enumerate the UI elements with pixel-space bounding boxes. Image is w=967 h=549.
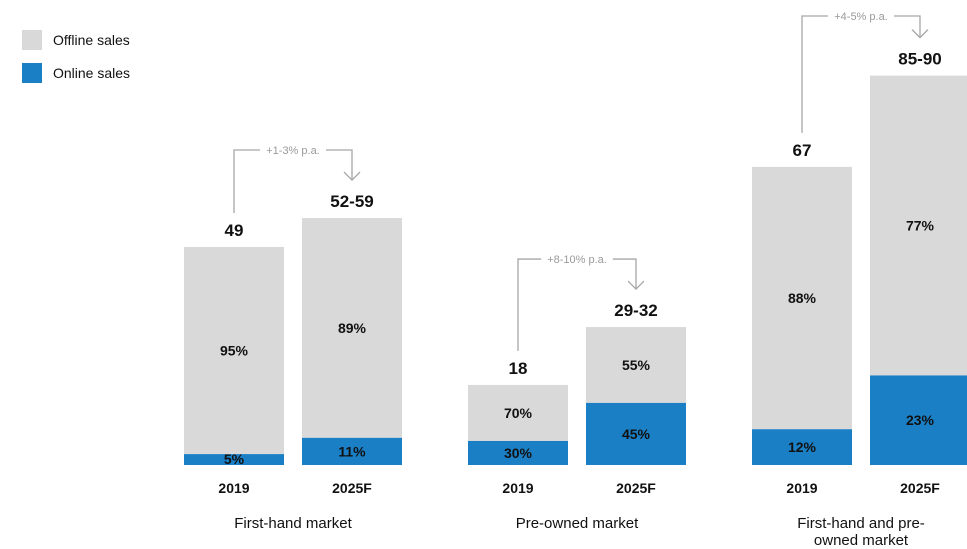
data-label-online: 23% — [906, 412, 935, 428]
x-tick-label: 2025F — [616, 480, 656, 496]
data-label-offline: 95% — [220, 343, 249, 359]
legend-item-offline: Offline sales — [22, 30, 130, 50]
bar-segment-online — [870, 375, 967, 465]
bar-total-label: 52-59 — [330, 192, 373, 211]
bar-segment-online — [184, 454, 284, 465]
bar-total-label: 67 — [793, 141, 812, 160]
data-label-online: 30% — [504, 445, 533, 461]
bar-group: 70% 30% 18 2019 55% 45% 29-32 2025F +8-10% p.a. P… — [468, 254, 686, 532]
bar-segment-offline — [468, 384, 568, 441]
growth-connector-left — [517, 258, 542, 351]
bar-group: 95% 5% 49 2019 89% 11% 52-59 2025F +1-3% p.a. Fir… — [184, 145, 402, 532]
legend-swatch-online — [22, 63, 42, 83]
data-label-online: 45% — [622, 426, 651, 442]
data-label-offline: 77% — [906, 218, 935, 234]
x-tick-label: 2019 — [502, 480, 533, 496]
bar-total-label: 49 — [225, 221, 244, 240]
bar-segment-online — [586, 402, 686, 465]
bar-segment-offline — [752, 166, 852, 430]
data-label-online: 11% — [338, 443, 366, 459]
growth-connector-right — [894, 15, 921, 38]
data-label-offline: 89% — [338, 320, 367, 336]
data-label-offline: 88% — [788, 290, 817, 306]
x-tick-label: 2019 — [786, 480, 817, 496]
data-label-online: 5% — [224, 451, 245, 467]
bar-group: 88% 12% 67 2019 77% 23% 85-90 2025F +4-5% p.a. Fi… — [752, 11, 967, 549]
group-label: First-hand and pre-owned market — [797, 515, 925, 549]
chevron-down-icon — [911, 29, 929, 39]
legend-item-online: Online sales — [22, 63, 130, 83]
bar-segment-offline — [302, 218, 402, 438]
chevron-down-icon — [627, 280, 645, 290]
data-label-online: 12% — [788, 439, 817, 455]
x-tick-label: 2025F — [900, 480, 940, 496]
bar-total-label: 29-32 — [614, 301, 657, 320]
bar-total-label: 85-90 — [898, 50, 941, 69]
bar-segment-offline — [586, 327, 686, 403]
chevron-down-icon — [343, 171, 361, 181]
chart-legend: Offline sales Online sales — [22, 30, 130, 96]
growth-connector-left — [801, 15, 828, 133]
bar-total-label: 18 — [509, 359, 528, 378]
data-label-offline: 70% — [504, 405, 533, 421]
growth-connector-left — [233, 149, 260, 213]
growth-rate-label: +4-5% p.a. — [834, 11, 888, 23]
group-label: Pre-owned market — [516, 515, 639, 532]
bar-segment-online — [468, 440, 568, 465]
x-tick-label: 2019 — [218, 480, 249, 496]
legend-label-offline: Offline sales — [53, 32, 130, 48]
bar-segment-online — [302, 437, 402, 465]
bar-segment-offline — [184, 246, 284, 455]
bar-segment-offline — [870, 75, 967, 376]
bar-segment-online — [752, 429, 852, 465]
growth-connector-right — [612, 258, 637, 290]
data-label-offline: 55% — [622, 357, 651, 373]
x-tick-label: 2025F — [332, 480, 372, 496]
growth-rate-label: +8-10% p.a. — [547, 254, 607, 266]
group-label: First-hand market — [234, 515, 352, 532]
growth-connector-right — [326, 149, 353, 181]
growth-rate-label: +1-3% p.a. — [266, 145, 320, 157]
legend-swatch-offline — [22, 30, 42, 50]
legend-label-online: Online sales — [53, 65, 131, 81]
